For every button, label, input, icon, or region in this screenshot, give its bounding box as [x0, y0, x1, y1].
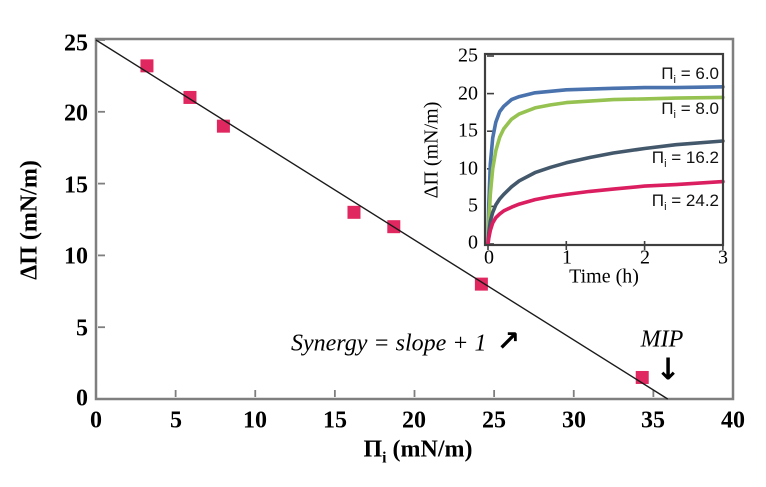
curve-label-8: Πi = 8.0 [661, 99, 719, 121]
main-x-axis-label: Πi (mN/m) [364, 437, 473, 468]
curve-value: = 8.0 [675, 98, 719, 118]
pi-symbol: Π [661, 98, 674, 118]
x-tick-label: 5 [170, 407, 182, 434]
data-point-square [347, 205, 361, 219]
curve-value: = 16.2 [666, 147, 719, 167]
data-point-square [635, 370, 649, 384]
inset-y-tick-label: 15 [458, 119, 478, 142]
trend-line [95, 39, 669, 400]
inset-curve-1 [486, 95, 725, 246]
synergy-annotation: Synergy = slope + 1 ↗ [291, 325, 520, 358]
pi-symbol: Π [651, 190, 665, 210]
data-point-square [474, 277, 488, 291]
inset-y-tick-label: 20 [458, 82, 478, 105]
x-tick-label: 10 [243, 407, 267, 434]
x-axis-units: (mN/m) [386, 436, 473, 463]
inset-curve-2 [486, 139, 725, 246]
curve-value: = 24.2 [666, 190, 719, 210]
y-tick-label: 5 [76, 315, 88, 342]
mip-label: MIP [640, 326, 684, 353]
down-arrow-icon: ↓ [655, 352, 681, 388]
synergy-text: Synergy = slope + 1 [291, 330, 487, 357]
curve-label-24: Πi = 24.2 [652, 191, 719, 213]
pi-subscript: i [673, 109, 676, 122]
inset-y-tick-label: 10 [458, 157, 478, 180]
x-tick-label: 40 [721, 407, 745, 434]
main-y-axis-label: ΔΠ (mN/m) [16, 160, 43, 280]
y-tick-label: 20 [64, 100, 88, 127]
pi-subscript: i [664, 158, 667, 171]
curve-value: = 6.0 [675, 63, 719, 83]
inset-x-axis-label: Time (h) [569, 265, 639, 288]
data-point-square [216, 119, 230, 133]
inset-y-axis-label: ΔΠ (mN/m) [420, 101, 443, 199]
y-tick-label: 0 [76, 385, 88, 412]
x-tick-label: 0 [90, 407, 102, 434]
inset-y-tick-label: 25 [458, 44, 478, 67]
pi-subscript: i [673, 74, 676, 87]
data-point-square [140, 59, 154, 73]
northeast-arrow-icon: ↗ [496, 324, 520, 358]
x-tick-label: 25 [482, 407, 506, 434]
x-tick-label: 15 [323, 407, 347, 434]
inset-y-tick-label: 5 [468, 194, 478, 217]
inset-x-tick-label: 2 [640, 246, 650, 269]
pi-subscript: i [664, 201, 667, 214]
main-plot-border [94, 37, 735, 401]
pi-subscript: i [382, 449, 387, 467]
x-tick-label: 35 [641, 407, 665, 434]
y-tick-label: 25 [64, 30, 88, 57]
y-tick-label: 15 [64, 172, 88, 199]
curve-label-16: Πi = 16.2 [652, 148, 719, 170]
curve-label-6: Πi = 6.0 [661, 64, 719, 86]
inset-x-tick-label: 0 [484, 246, 494, 269]
pi-symbol: Π [661, 63, 674, 83]
inset-curve-3 [486, 179, 725, 246]
x-tick-label: 20 [402, 407, 426, 434]
inset-x-tick-label: 1 [562, 246, 572, 269]
inset-plot-border [483, 52, 725, 247]
pi-symbol: Π [363, 436, 383, 463]
inset-x-tick-label: 3 [718, 246, 728, 269]
inset-y-tick-label: 0 [468, 231, 478, 254]
pi-symbol: Π [651, 147, 665, 167]
x-tick-label: 30 [562, 407, 586, 434]
inset-curve-0 [486, 85, 725, 246]
y-tick-label: 10 [64, 243, 88, 270]
